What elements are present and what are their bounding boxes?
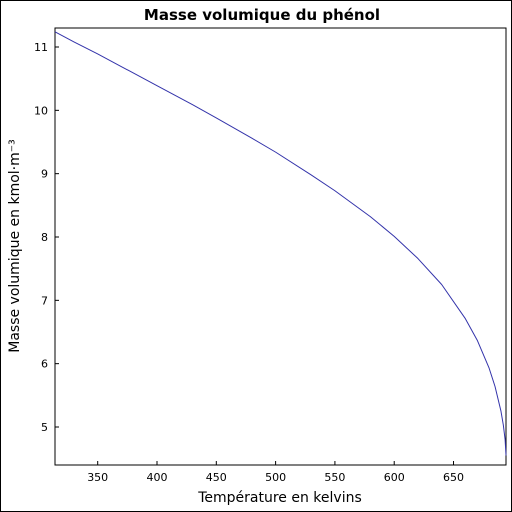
x-tick-label: 450 xyxy=(206,471,227,484)
y-axis-label: Masse volumique en kmol·m⁻³ xyxy=(7,139,23,353)
y-tick-label: 7 xyxy=(41,294,48,307)
x-tick-label: 550 xyxy=(324,471,345,484)
y-axis-ticks: 5 6 7 8 9 10 11 xyxy=(34,41,59,434)
y-tick-label: 5 xyxy=(41,421,48,434)
x-tick-label: 500 xyxy=(265,471,286,484)
x-tick-label: 350 xyxy=(87,471,108,484)
chart-title: Masse volumique du phénol xyxy=(144,6,380,24)
series-group xyxy=(54,31,507,456)
x-axis-label: Température en kelvins xyxy=(197,490,362,506)
x-tick-label: 650 xyxy=(443,471,464,484)
y-tick-label: 6 xyxy=(41,358,48,371)
plot-area xyxy=(54,27,507,466)
x-axis-ticks: 350 400 450 500 550 600 650 xyxy=(87,461,464,484)
x-tick-label: 400 xyxy=(147,471,168,484)
x-tick-label: 600 xyxy=(384,471,405,484)
series-line xyxy=(54,31,507,456)
y-tick-label: 8 xyxy=(41,231,48,244)
y-tick-label: 11 xyxy=(34,41,48,54)
y-tick-label: 10 xyxy=(34,104,48,117)
y-tick-label: 9 xyxy=(41,168,48,181)
